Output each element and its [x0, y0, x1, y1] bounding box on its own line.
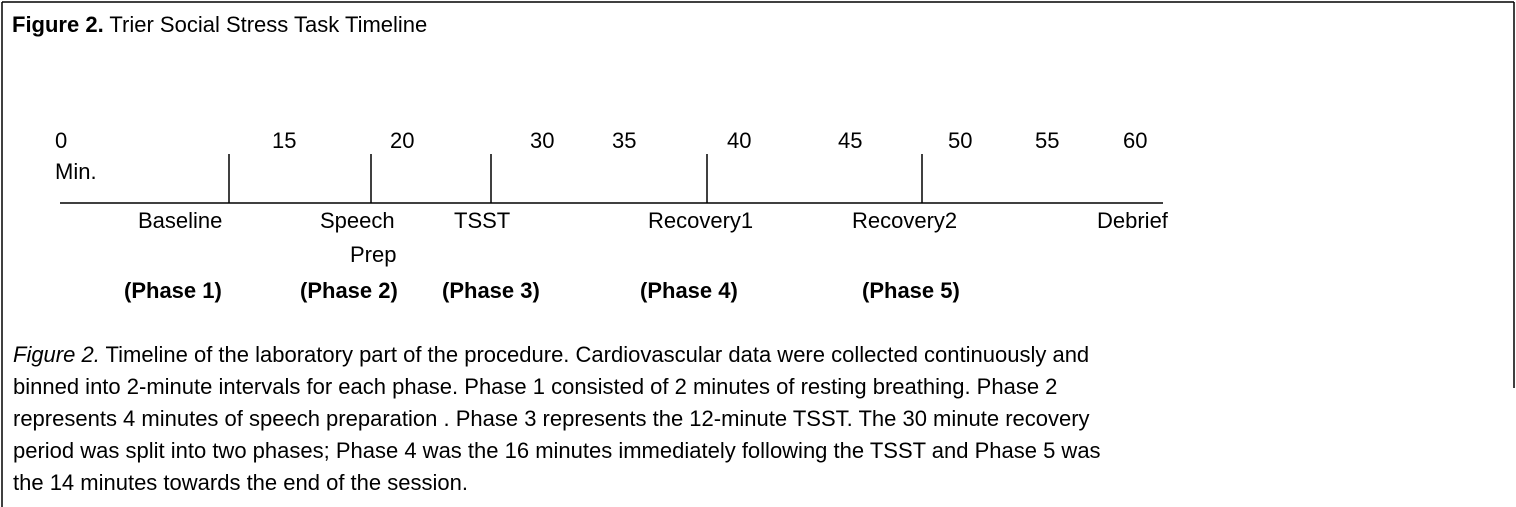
minute-label: 0	[55, 128, 67, 153]
figure-title: Figure 2. Trier Social Stress Task Timel…	[12, 12, 427, 37]
minute-label: 30	[530, 128, 554, 153]
phase-label: (Phase 5)	[862, 278, 960, 303]
minute-label: 60	[1123, 128, 1147, 153]
segment-label: Baseline	[138, 208, 222, 233]
caption-label: Figure 2.	[13, 342, 100, 367]
caption-line: Figure 2. Timeline of the laboratory par…	[13, 342, 1089, 367]
minute-label: 35	[612, 128, 636, 153]
caption-text: Timeline of the laboratory part of the p…	[100, 342, 1089, 367]
segment-label: Speech	[320, 208, 395, 233]
segment-label: Prep	[350, 242, 396, 267]
title-text: Trier Social Stress Task Timeline	[109, 12, 427, 37]
minute-label: 20	[390, 128, 414, 153]
phase-label: (Phase 4)	[640, 278, 738, 303]
caption-line: the 14 minutes towards the end of the se…	[13, 470, 468, 495]
caption-line: binned into 2-minute intervals for each …	[13, 374, 1057, 399]
segment-label: TSST	[454, 208, 510, 233]
segment-label: Recovery2	[852, 208, 957, 233]
segment-label: Recovery1	[648, 208, 753, 233]
minute-label: 15	[272, 128, 296, 153]
segment-label: Debrief	[1097, 208, 1169, 233]
minute-label: 50	[948, 128, 972, 153]
phase-label: (Phase 2)	[300, 278, 398, 303]
minute-label: 40	[727, 128, 751, 153]
caption-line: represents 4 minutes of speech preparati…	[13, 406, 1090, 431]
minute-label: 55	[1035, 128, 1059, 153]
phase-label: (Phase 1)	[124, 278, 222, 303]
unit-label: Min.	[55, 159, 97, 184]
title-label: Figure 2.	[12, 12, 104, 37]
minute-label: 45	[838, 128, 862, 153]
phase-label: (Phase 3)	[442, 278, 540, 303]
caption-line: period was split into two phases; Phase …	[13, 438, 1101, 463]
